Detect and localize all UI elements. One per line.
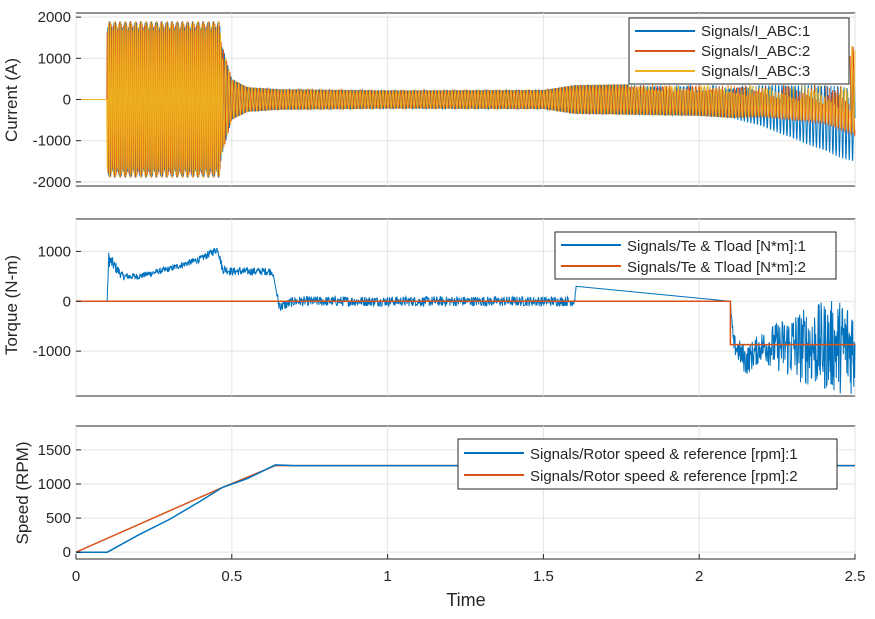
current-legend: Signals/I_ABC:1 Signals/I_ABC:2 Signals/… (628, 17, 850, 85)
x-tick-label: 2 (695, 568, 703, 585)
y-tick-label: 1000 (38, 476, 71, 493)
y-tick-label: 1000 (38, 243, 71, 260)
y-tick-label: 0 (63, 293, 71, 310)
current-legend-label-3: Signals/I_ABC:3 (701, 63, 810, 80)
torque-legend-box (554, 231, 837, 280)
speed-x-ticks: 0 0.5 1 1.5 2 2.5 (72, 554, 866, 585)
current-y-ticks: -2000 -1000 0 1000 2000 (33, 9, 81, 191)
x-tick-label: 2.5 (845, 568, 866, 585)
torque-legend: Signals/Te & Tload [N*m]:1 Signals/Te & … (554, 231, 837, 280)
current-series-line-2 (76, 21, 856, 178)
speed-legend-box (457, 438, 838, 490)
x-tick-label: 1 (383, 568, 391, 585)
y-tick-label: -1000 (33, 133, 71, 150)
current-y-axis-label: Current (A) (2, 58, 21, 142)
current-series (76, 21, 856, 178)
speed-y-axis-label: Speed (RPM) (13, 442, 32, 545)
current-panel: -2000 -1000 0 1000 2000 Current (A) Signals/… (2, 9, 856, 191)
x-axis-label: Time (446, 590, 485, 610)
y-tick-label: -1000 (33, 343, 71, 360)
torque-series (76, 247, 856, 395)
y-tick-label: 500 (46, 510, 71, 527)
y-tick-label: -2000 (33, 174, 71, 191)
y-tick-label: 0 (63, 544, 71, 561)
torque-panel: -1000 0 1000 Torque (N-m) Signals/Te & Tlo… (2, 218, 856, 397)
speed-legend: Signals/Rotor speed & reference [rpm]:1 … (457, 438, 838, 490)
speed-y-ticks: 0 500 1000 1500 (38, 442, 81, 561)
x-tick-label: 0.5 (221, 568, 242, 585)
y-tick-label: 2000 (38, 9, 71, 26)
torque-legend-label-2: Signals/Te & Tload [N*m]:2 (627, 259, 806, 276)
torque-y-axis-label: Torque (N-m) (2, 255, 21, 355)
torque-legend-label-1: Signals/Te & Tload [N*m]:1 (627, 238, 806, 255)
y-tick-label: 0 (63, 92, 71, 109)
torque-series-line-2 (76, 300, 855, 346)
x-tick-label: 1.5 (533, 568, 554, 585)
current-series-line-3 (76, 21, 856, 178)
torque-y-ticks: -1000 0 1000 (33, 243, 81, 360)
y-tick-label: 1000 (38, 50, 71, 67)
current-legend-label-2: Signals/I_ABC:2 (701, 43, 810, 60)
speed-legend-label-2: Signals/Rotor speed & reference [rpm]:2 (530, 468, 798, 485)
x-tick-label: 0 (72, 568, 80, 585)
y-tick-label: 1500 (38, 442, 71, 459)
speed-legend-label-1: Signals/Rotor speed & reference [rpm]:1 (530, 446, 798, 463)
current-legend-label-1: Signals/I_ABC:1 (701, 23, 810, 40)
speed-panel: 0 500 1000 1500 0 0.5 1 1.5 2 2.5 Speed (RPM) Ti… (13, 425, 866, 610)
